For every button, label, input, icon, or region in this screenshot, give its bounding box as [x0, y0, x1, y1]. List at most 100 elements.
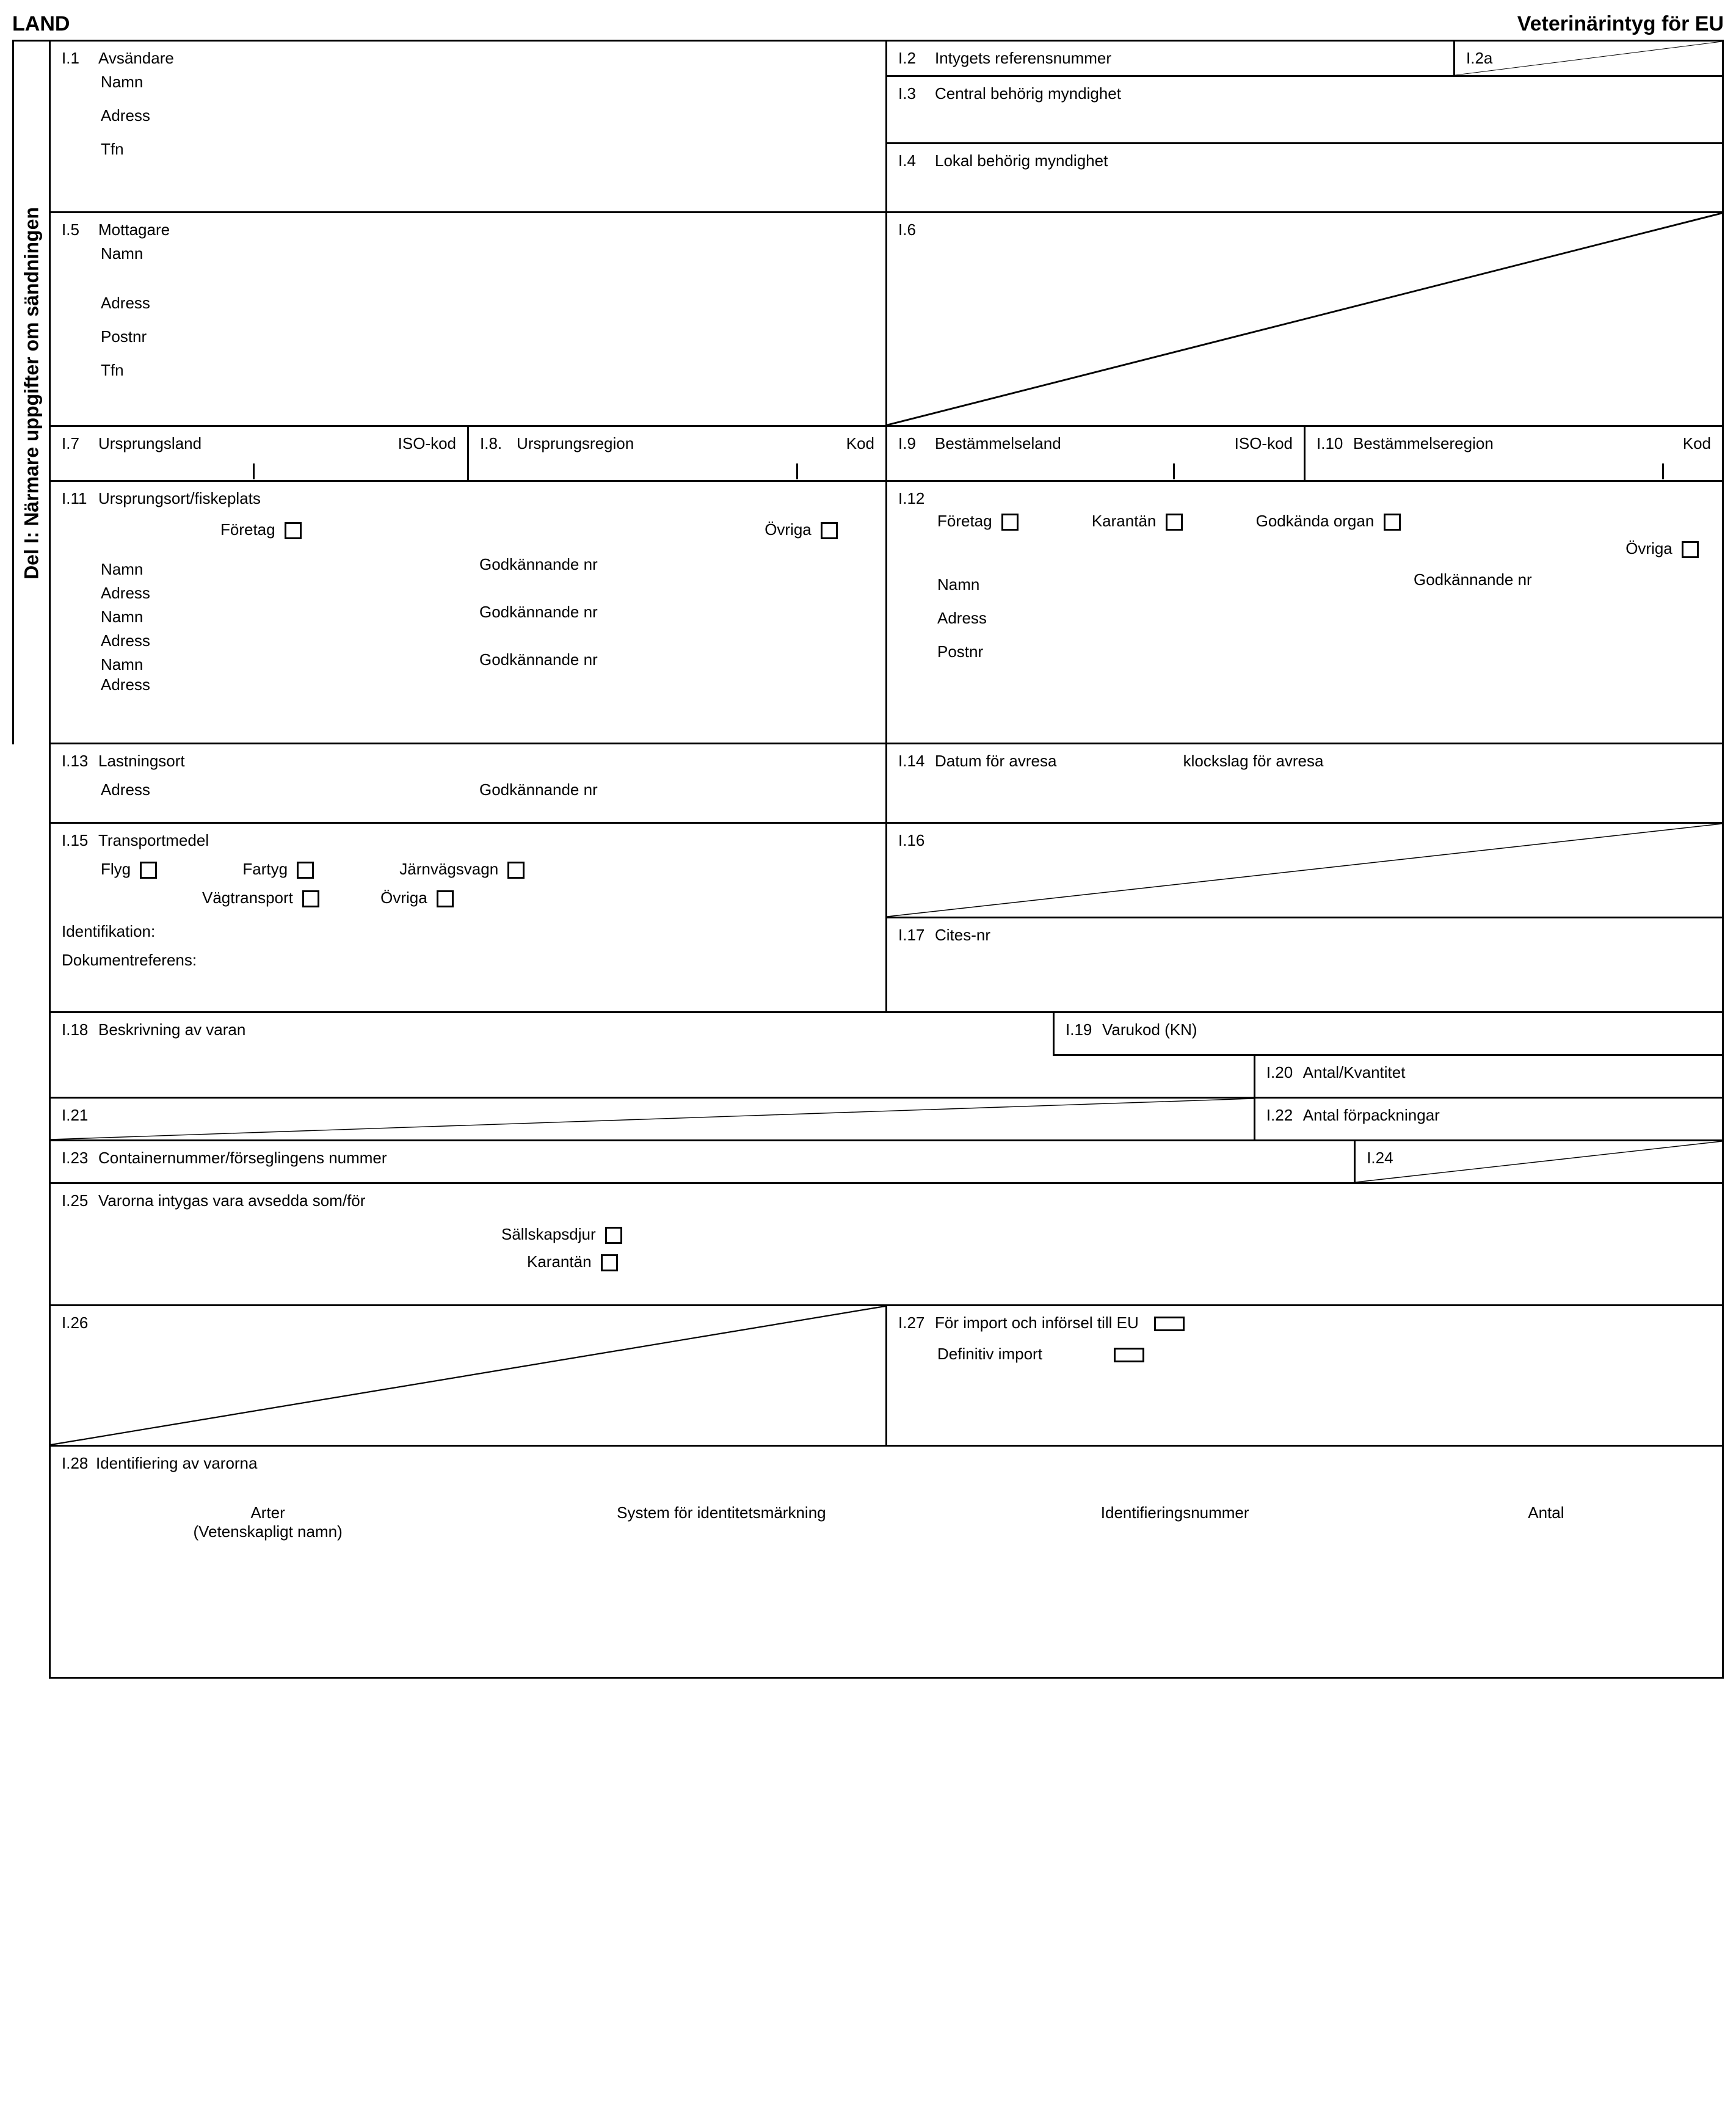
num-i17: I.17 [898, 926, 935, 945]
field-i2a: I.2a [1455, 42, 1724, 77]
label-i19: Varukod (KN) [1102, 1020, 1197, 1039]
num-i21: I.21 [62, 1106, 98, 1125]
label-i1: Avsändare [98, 49, 174, 67]
label-i11: Ursprungsort/fiskeplats [98, 489, 261, 507]
checkbox-fartyg[interactable] [297, 862, 314, 879]
upper-main: I.1Avsändare Namn Adress Tfn I.2Intygets… [51, 42, 1724, 744]
field-i11: I.11Ursprungsort/fiskeplats Företag Övri… [51, 482, 887, 744]
field-i7: I.7Ursprungsland ISO-kod [51, 427, 469, 482]
i11-ovriga: Övriga [764, 520, 812, 539]
num-i11: I.11 [62, 489, 98, 508]
field-i5: I.5Mottagare Namn Adress Postnr Tfn [51, 213, 887, 427]
label-i20: Antal/Kvantitet [1303, 1063, 1406, 1081]
i15-dokref: Dokumentreferens: [62, 951, 874, 970]
field-i3: I.3Central behörig myndighet [887, 77, 1724, 144]
diag-i16 [887, 824, 1722, 917]
sidebar-label: Del I: Närmare uppgifter om sändningen [20, 207, 43, 580]
checkbox-i15-ovriga[interactable] [437, 890, 454, 907]
label-i28: Identifiering av varorna [96, 1454, 257, 1472]
i15-ovriga: Övriga [380, 888, 427, 907]
checkbox-i12-karantan[interactable] [1166, 514, 1183, 531]
num-i25: I.25 [62, 1191, 98, 1210]
diag-i26 [51, 1306, 885, 1445]
field-i26: I.26 [51, 1306, 887, 1447]
i11-adr2: Adress [101, 631, 874, 650]
label-i4: Lokal behörig myndighet [935, 151, 1108, 170]
i5-postnr: Postnr [101, 327, 874, 346]
i5-tfn: Tfn [101, 361, 874, 380]
field-i28: I.28Identifiering av varorna Arter (Vete… [51, 1447, 1724, 1679]
i5-namn: Namn [101, 244, 874, 263]
i11-namn1: Namn [101, 560, 479, 579]
num-i16: I.16 [898, 831, 935, 850]
num-i12: I.12 [898, 489, 935, 508]
label-i8: Ursprungsregion [517, 434, 634, 452]
field-i25: I.25Varorna intygas vara avsedda som/för… [51, 1184, 1724, 1306]
checkbox-i27-definitiv[interactable] [1114, 1348, 1144, 1362]
i12-adress: Adress [937, 609, 1711, 628]
num-i26: I.26 [62, 1313, 98, 1332]
i11-adr3: Adress [101, 675, 874, 694]
checkbox-i12-ovriga[interactable] [1682, 541, 1699, 558]
label-i5: Mottagare [98, 220, 170, 239]
i13-godk: Godkännande nr [479, 780, 598, 799]
page-header: LAND Veterinärintyg för EU [12, 12, 1724, 36]
i15-vag: Vägtransport [202, 888, 293, 907]
checkbox-i12-foretag[interactable] [1001, 514, 1019, 531]
tick-i7 [253, 463, 255, 479]
field-i8: I.8.Ursprungsregion Kod [469, 427, 887, 482]
i11-foretag: Företag [220, 520, 275, 539]
i11-adr1: Adress [101, 584, 874, 603]
i1-namn: Namn [101, 73, 874, 92]
field-i4: I.4Lokal behörig myndighet [887, 144, 1724, 213]
label-i23: Containernummer/förseglingens nummer [98, 1149, 387, 1167]
num-i24: I.24 [1367, 1149, 1403, 1168]
checkbox-jarnvag[interactable] [507, 862, 525, 879]
checkbox-i27-import[interactable] [1154, 1317, 1185, 1331]
checkbox-i11-ovriga[interactable] [821, 522, 838, 539]
diag-i6 [887, 213, 1722, 425]
num-i20: I.20 [1266, 1063, 1303, 1082]
i12-ovriga: Övriga [1625, 539, 1672, 558]
i25-sallskap: Sällskapsdjur [501, 1225, 596, 1243]
label-i27: För import och införsel till EU [935, 1313, 1139, 1332]
num-i4: I.4 [898, 151, 935, 170]
i12-godkorg: Godkända organ [1256, 512, 1375, 530]
num-i13: I.13 [62, 752, 98, 771]
field-i12: I.12 Företag Karantän Godkända organ Övr… [887, 482, 1724, 744]
i8-kod: Kod [846, 434, 874, 453]
num-i23: I.23 [62, 1149, 98, 1168]
field-i22: I.22Antal förpackningar [1255, 1099, 1724, 1141]
i15-jarnvag: Järnvägsvagn [399, 860, 498, 878]
num-i6: I.6 [898, 220, 935, 239]
i7-iso: ISO-kod [398, 434, 456, 452]
field-i9: I.9Bestämmelseland ISO-kod [887, 427, 1306, 482]
checkbox-i25-karantan[interactable] [601, 1254, 618, 1271]
checkbox-sallskap[interactable] [605, 1227, 622, 1244]
field-i16: I.16 [887, 824, 1724, 918]
num-i9: I.9 [898, 434, 935, 453]
num-i15: I.15 [62, 831, 98, 850]
field-i13: I.13Lastningsort AdressGodkännande nr [51, 744, 887, 824]
checkbox-i12-godkorg[interactable] [1384, 514, 1401, 531]
checkbox-vag[interactable] [302, 890, 319, 907]
label-i7: Ursprungsland [98, 434, 202, 452]
field-i2: I.2Intygets referensnummer [887, 42, 1455, 77]
i25-karantan: Karantän [527, 1252, 592, 1271]
num-i19: I.19 [1066, 1020, 1102, 1039]
checkbox-flyg[interactable] [140, 862, 157, 879]
field-i24: I.24 [1356, 1141, 1724, 1184]
label-i13: Lastningsort [98, 752, 185, 770]
label-i22: Antal förpackningar [1303, 1106, 1440, 1124]
label-i9: Bestämmelseland [935, 434, 1061, 452]
num-i1: I.1 [62, 49, 98, 68]
i9-iso: ISO-kod [1235, 434, 1293, 453]
i28-c1b: (Vetenskapligt namn) [62, 1522, 474, 1541]
checkbox-i11-foretag[interactable] [285, 522, 302, 539]
num-i5: I.5 [62, 220, 98, 239]
i28-c3: Identifieringsnummer [969, 1503, 1381, 1541]
field-i1: I.1Avsändare Namn Adress Tfn [51, 42, 887, 213]
i27-def: Definitiv import [937, 1345, 1042, 1363]
field-i14: I.14Datum för avresa klockslag för avres… [887, 744, 1724, 824]
i12-foretag: Företag [937, 512, 992, 530]
